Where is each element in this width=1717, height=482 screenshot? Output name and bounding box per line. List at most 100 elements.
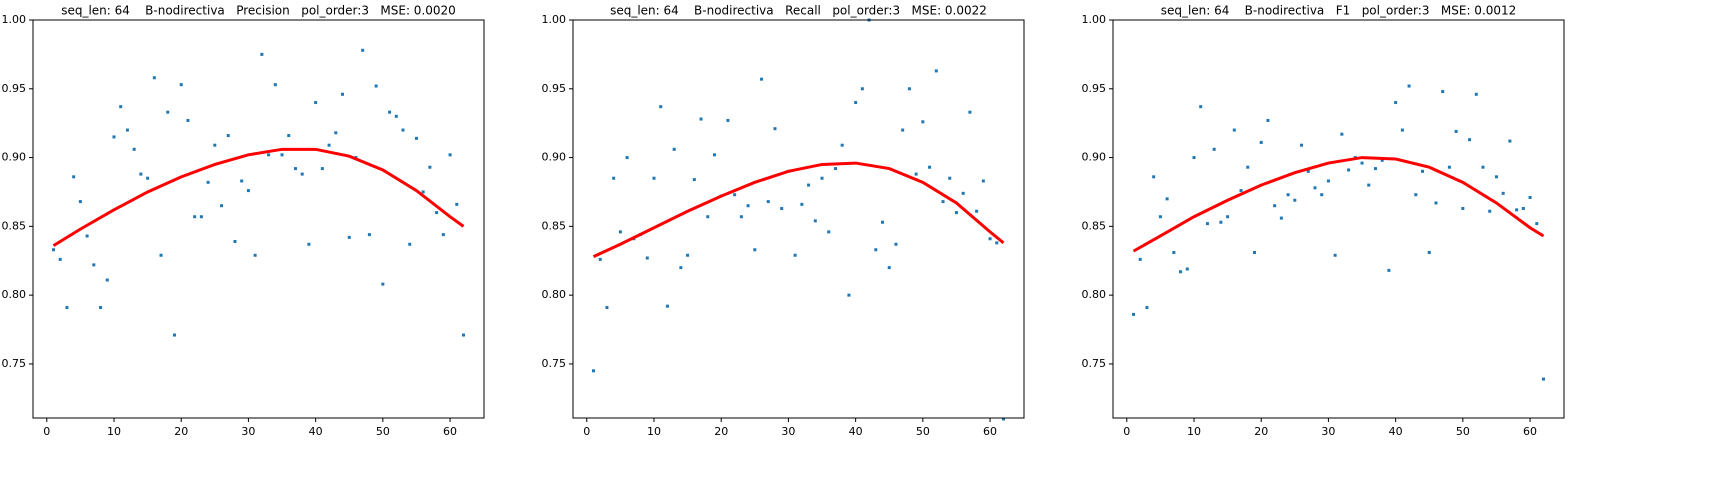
x-tick-label: 50 bbox=[1456, 425, 1470, 438]
point bbox=[820, 176, 824, 180]
point bbox=[125, 128, 129, 132]
point bbox=[1380, 158, 1384, 162]
point bbox=[1441, 90, 1445, 94]
point bbox=[367, 233, 371, 237]
y-tick-label: 0.75 bbox=[542, 357, 567, 370]
point bbox=[860, 87, 864, 91]
point bbox=[421, 190, 425, 194]
point bbox=[199, 215, 203, 219]
point bbox=[428, 165, 432, 169]
point bbox=[334, 131, 338, 135]
point bbox=[1481, 165, 1485, 169]
y-tick-label: 0.85 bbox=[2, 219, 27, 232]
point bbox=[78, 200, 82, 204]
point bbox=[1360, 161, 1364, 165]
point bbox=[988, 237, 992, 241]
y-tick-label: 0.85 bbox=[1082, 219, 1107, 232]
point bbox=[1521, 206, 1525, 210]
y-tick-label: 0.90 bbox=[542, 151, 567, 164]
point bbox=[766, 200, 770, 204]
x-tick-label: 30 bbox=[1321, 425, 1335, 438]
point bbox=[793, 253, 797, 257]
x-tick-label: 40 bbox=[309, 425, 323, 438]
chart-title: seq_len: 64 B-nodirectiva Recall pol_ord… bbox=[610, 4, 987, 18]
point bbox=[320, 167, 324, 171]
y-tick-label: 0.95 bbox=[1082, 82, 1107, 95]
point bbox=[592, 369, 595, 373]
point bbox=[327, 143, 331, 147]
point bbox=[1434, 201, 1438, 205]
x-tick-label: 50 bbox=[376, 425, 390, 438]
x-tick-label: 20 bbox=[714, 425, 728, 438]
point bbox=[1447, 165, 1451, 169]
x-tick-label: 60 bbox=[443, 425, 457, 438]
point bbox=[1279, 216, 1283, 220]
y-tick-label: 0.75 bbox=[1082, 357, 1107, 370]
subplot: seq_len: 64 B-nodirectiva Recall pol_ord… bbox=[542, 4, 1025, 438]
point bbox=[1002, 417, 1005, 421]
point bbox=[1313, 186, 1317, 190]
point bbox=[1421, 169, 1425, 173]
chart-title: seq_len: 64 B-nodirectiva Precision pol_… bbox=[61, 4, 456, 18]
point bbox=[462, 333, 465, 337]
point bbox=[72, 175, 76, 179]
point bbox=[1259, 140, 1263, 144]
point bbox=[827, 230, 831, 234]
axes-frame bbox=[572, 19, 1025, 419]
point bbox=[1387, 268, 1391, 272]
point bbox=[733, 193, 737, 197]
point bbox=[1152, 175, 1156, 179]
y-tick-label: 1.00 bbox=[1082, 13, 1107, 26]
point bbox=[840, 143, 844, 147]
point bbox=[907, 87, 911, 91]
point bbox=[1427, 250, 1431, 254]
point bbox=[166, 110, 170, 114]
chart-title: seq_len: 64 B-nodirectiva F1 pol_order:3… bbox=[1161, 4, 1517, 18]
point bbox=[1179, 270, 1183, 274]
point bbox=[307, 242, 311, 246]
point bbox=[1400, 128, 1404, 132]
point bbox=[921, 120, 925, 124]
subplot: seq_len: 64 B-nodirectiva F1 pol_order:3… bbox=[1082, 4, 1565, 438]
point bbox=[1300, 143, 1304, 147]
point bbox=[159, 253, 163, 257]
point bbox=[833, 167, 837, 171]
point bbox=[753, 248, 757, 252]
point bbox=[112, 135, 116, 139]
point bbox=[1293, 198, 1297, 202]
y-tick-label: 0.80 bbox=[542, 288, 567, 301]
point bbox=[1414, 193, 1418, 197]
point bbox=[1145, 306, 1149, 310]
point bbox=[267, 153, 271, 157]
point bbox=[408, 242, 412, 246]
point bbox=[1367, 183, 1371, 187]
point bbox=[961, 191, 965, 195]
point bbox=[800, 202, 804, 206]
point bbox=[1461, 206, 1465, 210]
point bbox=[928, 165, 932, 169]
point bbox=[1192, 156, 1196, 160]
point bbox=[941, 200, 945, 204]
point bbox=[341, 92, 345, 96]
point bbox=[287, 134, 291, 138]
point bbox=[374, 84, 378, 88]
x-tick-label: 10 bbox=[1187, 425, 1201, 438]
point bbox=[692, 178, 696, 182]
point bbox=[1508, 139, 1512, 143]
point bbox=[1454, 129, 1458, 133]
point bbox=[1266, 118, 1270, 122]
point bbox=[139, 172, 143, 176]
point bbox=[226, 134, 230, 138]
point bbox=[65, 306, 69, 310]
point bbox=[1246, 165, 1250, 169]
point bbox=[186, 118, 190, 122]
point bbox=[119, 105, 123, 109]
point bbox=[246, 189, 250, 193]
y-tick-label: 0.90 bbox=[2, 151, 27, 164]
point bbox=[1488, 209, 1492, 213]
x-tick-label: 20 bbox=[1254, 425, 1268, 438]
point bbox=[240, 179, 244, 183]
point bbox=[995, 241, 999, 245]
point bbox=[854, 101, 858, 105]
